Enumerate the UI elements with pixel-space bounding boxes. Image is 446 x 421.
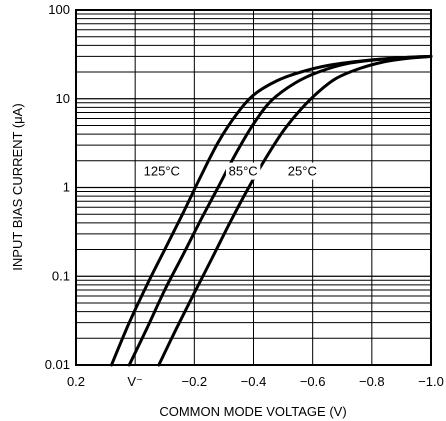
y-axis-title: INPUT BIAS CURRENT (μA) bbox=[10, 103, 25, 270]
x-axis-title: COMMON MODE VOLTAGE (V) bbox=[159, 404, 346, 419]
x-tick-label-4: −0.6 bbox=[300, 374, 326, 389]
curve-label-background-0 bbox=[140, 162, 183, 180]
x-tick-label-1: V⁻ bbox=[127, 374, 143, 389]
curve-label-2: 25°C bbox=[288, 164, 317, 179]
grid-layer bbox=[76, 10, 431, 365]
x-tick-label-3: −0.4 bbox=[241, 374, 267, 389]
x-tick-label-5: −0.8 bbox=[359, 374, 385, 389]
x-tick-label-0: 0.2 bbox=[67, 374, 85, 389]
plot-frame bbox=[75, 9, 432, 366]
y-tick-label-3: 10 bbox=[56, 91, 70, 106]
y-tick-label-2: 1 bbox=[63, 180, 70, 195]
curve-label-background-2 bbox=[285, 162, 320, 180]
curve-series-1 bbox=[127, 54, 433, 367]
y-tick-label-0: 0.01 bbox=[45, 357, 70, 372]
y-tick-label-4: 100 bbox=[48, 2, 70, 17]
curve-series-2 bbox=[157, 54, 433, 367]
x-tick-label-6: −1.0 bbox=[418, 374, 444, 389]
curve-labels: 125°C 85°C 25°C bbox=[140, 162, 320, 180]
y-tick-label-1: 0.1 bbox=[52, 268, 70, 283]
y-tick-labels: 0.01 0.1 1 10 100 bbox=[45, 2, 70, 372]
curve-label-0: 125°C bbox=[144, 164, 180, 179]
curve-label-1: 85°C bbox=[229, 164, 258, 179]
x-tick-labels: 0.2 V⁻ −0.2 −0.4 −0.6 −0.8 −1.0 bbox=[67, 374, 444, 389]
x-tick-label-2: −0.2 bbox=[181, 374, 207, 389]
curve-label-background-1 bbox=[225, 162, 261, 180]
curve-layer bbox=[110, 54, 433, 367]
